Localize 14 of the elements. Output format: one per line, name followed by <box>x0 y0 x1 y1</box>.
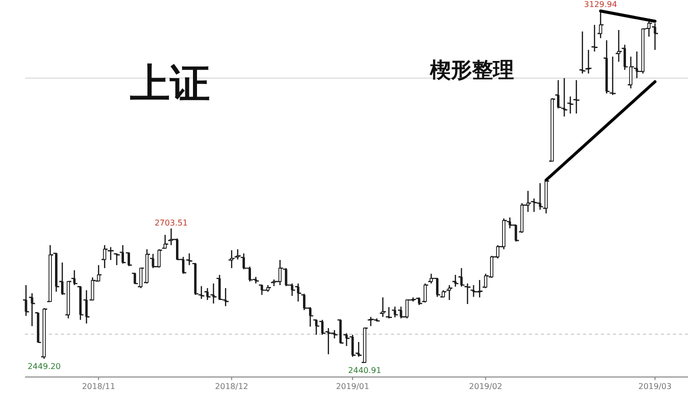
x-tick-label: 2018/12 <box>215 382 248 391</box>
x-tick-label: 2019/01 <box>336 382 370 391</box>
candlestick <box>194 262 197 296</box>
candlestick <box>550 97 554 162</box>
annotation: 2440.91 <box>348 366 382 375</box>
x-tick-label: 2019/02 <box>469 382 502 391</box>
x-tick-label: 2019/03 <box>638 382 672 391</box>
annotation: 2449.20 <box>28 362 61 371</box>
annotation: 上证 <box>130 61 210 106</box>
annotation: 2703.51 <box>154 218 188 228</box>
candlestick <box>134 272 136 285</box>
annotation: 楔形整理 <box>429 58 514 82</box>
annotation: 3129.94 <box>584 0 618 9</box>
x-tick-label: 2018/11 <box>82 382 116 391</box>
